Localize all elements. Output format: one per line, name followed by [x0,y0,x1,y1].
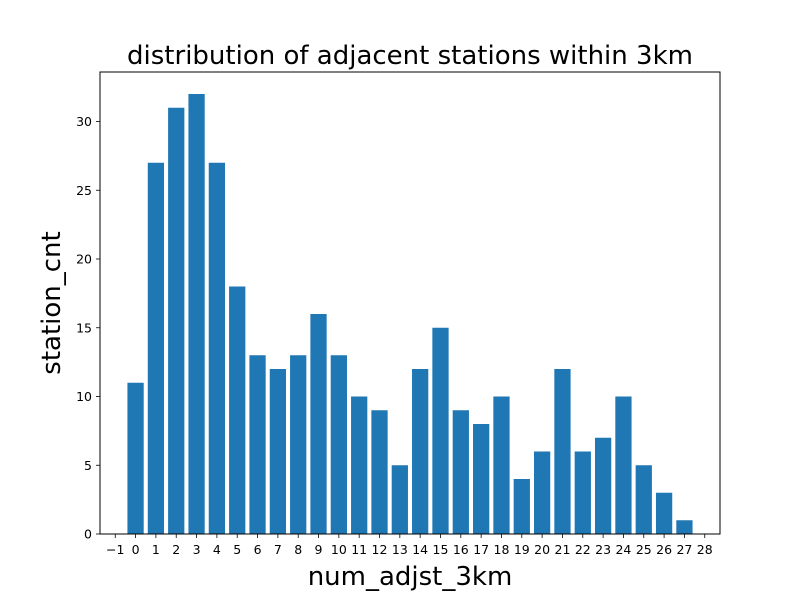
bar-0 [127,382,144,534]
bar-13 [391,465,408,534]
x-tick-label: −1 [106,542,124,557]
bar-27 [676,520,693,534]
x-tick-label: 7 [274,542,282,557]
bar-22 [574,451,591,534]
plot-frame [99,71,721,535]
y-tick-label: 0 [84,527,92,542]
bar-5 [229,286,246,534]
x-axis-label: num_adjst_3km [308,562,513,592]
bar-9 [310,314,327,534]
x-tick-label: 25 [636,542,652,557]
bar-4 [208,162,226,534]
bar-11 [351,396,368,534]
x-tick-label: 2 [172,542,180,557]
chart-title: distribution of adjacent stations within… [127,41,693,71]
x-axis: −1 0 1 2 3 4 5 6 7 8 9 10 11 12 13 14 15 16 17 18 19 20 21 22 23… [106,534,713,557]
x-tick-label: 10 [331,542,347,557]
x-tick-label: 12 [372,542,388,557]
bar-15 [432,327,449,534]
bar-26 [655,492,673,534]
y-axis: 0 5 10 15 20 25 30 [76,114,100,542]
y-tick-label: 20 [76,252,92,267]
x-tick-label: 24 [615,542,631,557]
bar-7 [269,369,286,534]
bar-21 [554,369,571,534]
x-tick-label: 14 [412,542,428,557]
x-tick-label: 16 [453,542,469,557]
bar-18 [493,396,510,534]
x-tick-label: 11 [351,542,367,557]
x-tick-label: 17 [473,542,489,557]
x-tick-label: 5 [233,542,241,557]
x-tick-label: 19 [514,542,530,557]
x-tick-label: 4 [213,542,221,557]
y-tick-label: 15 [76,320,92,335]
bar-12 [371,410,388,534]
y-tick-label: 10 [76,389,92,404]
y-tick-label: 25 [76,183,92,198]
x-tick-label: 0 [132,542,140,557]
bar-17 [473,424,490,534]
y-tick-label: 30 [76,114,92,129]
x-tick-label: 26 [656,542,672,557]
x-tick-label: 13 [392,542,408,557]
x-tick-label: 6 [254,542,262,557]
bar-14 [412,369,429,534]
y-tick-label: 5 [84,458,92,473]
x-tick-label: 22 [575,542,591,557]
x-tick-label: 21 [555,542,571,557]
x-tick-label: 27 [676,542,692,557]
x-tick-label: 18 [494,542,510,557]
x-tick-label: 1 [152,542,160,557]
bar-1 [147,162,165,534]
x-tick-label: 28 [697,542,713,557]
bar-25 [635,465,652,534]
bars-group [127,94,693,534]
x-tick-label: 3 [193,542,201,557]
x-tick-label: 9 [315,542,323,557]
bar-2 [168,107,185,534]
bar-10 [330,355,347,534]
x-tick-label: 15 [433,542,449,557]
bar-6 [249,355,266,534]
bar-23 [594,437,612,534]
bar-3 [188,94,205,534]
x-tick-label: 8 [294,542,302,557]
bar-20 [534,451,551,534]
bar-19 [513,479,530,534]
bar-16 [452,410,469,534]
y-axis-label: station_cnt [37,231,67,374]
bar-24 [615,396,632,534]
bar-8 [290,355,307,534]
x-tick-label: 20 [534,542,550,557]
x-tick-label: 23 [595,542,611,557]
